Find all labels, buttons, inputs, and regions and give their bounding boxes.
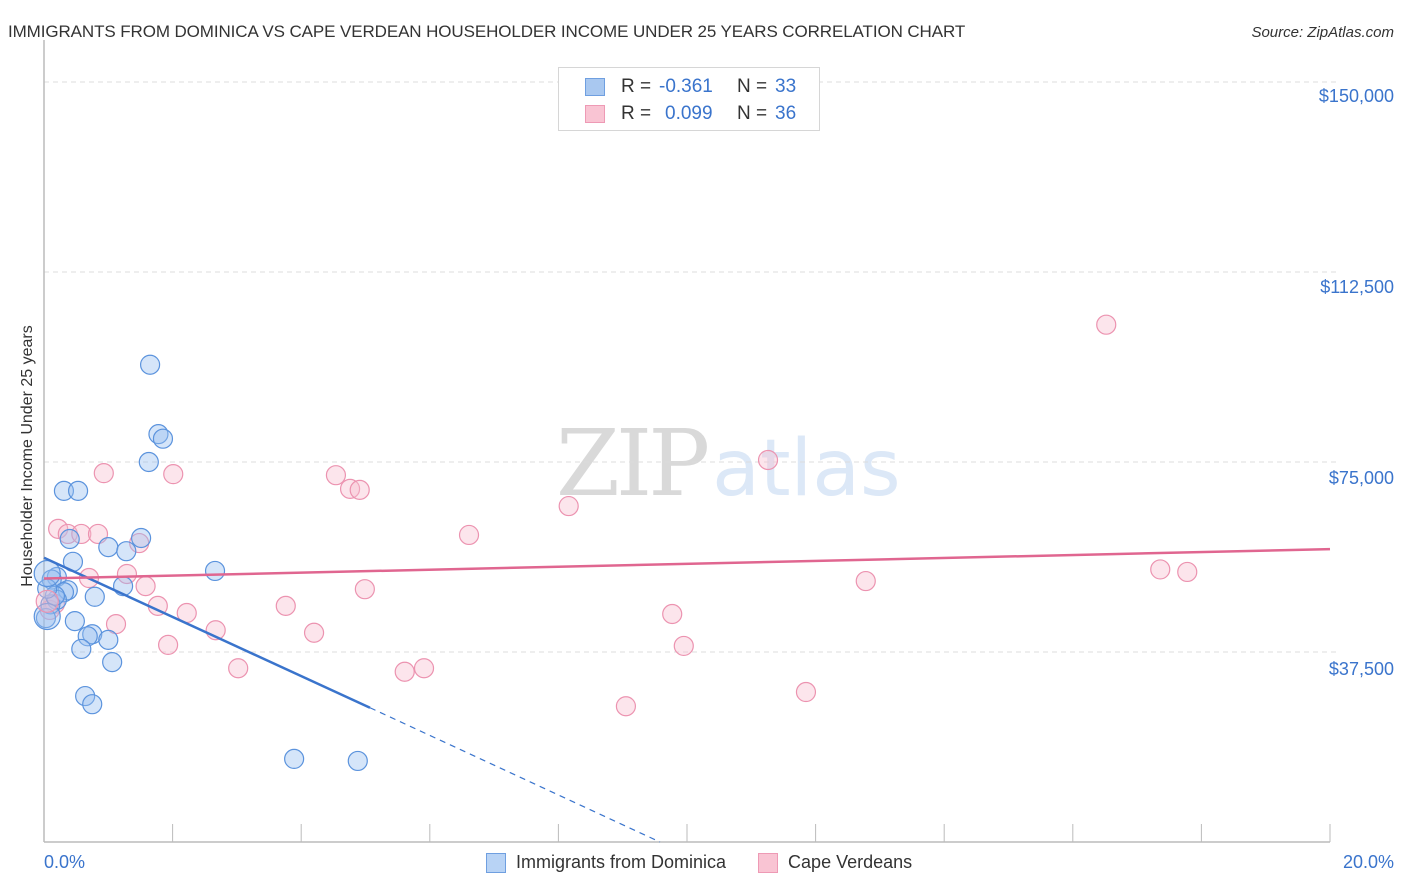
dominica-trend-line: [43, 556, 371, 709]
cape-verdean-point: [757, 449, 779, 471]
legend-row-cape-verdeans: R = 0.099 N = 36: [585, 102, 796, 126]
cape-verdean-point: [795, 681, 817, 703]
cape-verdean-point: [163, 464, 184, 485]
cape-verdean-point: [354, 579, 375, 600]
pink-swatch-icon: [758, 852, 779, 873]
dominica-point: [75, 685, 96, 707]
r-label: R =: [621, 103, 652, 124]
cape-verdean-point: [325, 465, 347, 486]
dominica-point: [82, 694, 103, 715]
cape-verdean-point: [228, 658, 249, 679]
legend-label-dominica: Immigrants from Dominica: [516, 852, 727, 872]
r-value: -0.361: [659, 76, 713, 97]
r-value: 0.099: [665, 103, 713, 124]
cape-verdean-point: [615, 696, 637, 717]
n-value: 36: [775, 103, 797, 124]
cape-verdean-point: [135, 576, 156, 597]
series-legend: Immigrants from Dominica Cape Verdeans: [486, 852, 944, 873]
n-label: N =: [737, 103, 768, 124]
dominica-point: [138, 451, 159, 473]
y-tick-37500: $37,500: [1328, 659, 1394, 679]
cape-verdean-point: [558, 495, 579, 517]
dominica-point: [84, 586, 105, 607]
legend-row-dominica: R = -0.361 N = 33: [585, 75, 796, 99]
dominica-point: [35, 607, 57, 629]
dominica-point: [284, 748, 305, 770]
blue-swatch-icon: [486, 852, 506, 873]
x-tick-0: 0.0%: [44, 852, 86, 872]
cape-verdean-point: [1096, 314, 1117, 335]
cape-verdean-point: [855, 570, 876, 592]
zipatlas-watermark: ZIPatlas: [556, 410, 901, 517]
cape-verdean-point: [413, 658, 435, 679]
dominica-point: [116, 541, 137, 562]
cape-verdean-point: [458, 524, 480, 546]
dominica-trend-extension: [369, 707, 661, 843]
n-value: 33: [775, 76, 797, 97]
source-label: Source: ZipAtlas.com: [1251, 24, 1394, 41]
blue-swatch-icon: [585, 78, 605, 96]
cape-verdean-point: [673, 635, 694, 657]
cape-verdean-point: [303, 622, 325, 643]
cape-verdean-point: [48, 518, 69, 539]
cape-verdean-point: [116, 563, 138, 585]
y-tick-150000: $150,000: [1318, 86, 1394, 106]
y-axis-label: Householder Income Under 25 years: [19, 325, 36, 587]
dominica-point: [204, 560, 226, 582]
cape-verdean-point: [662, 603, 683, 625]
dominica-point: [71, 638, 92, 660]
dominica-point: [98, 537, 119, 558]
cape-verdean-point: [93, 463, 114, 484]
watermark-zip: ZIP: [556, 410, 710, 517]
cape-verdean-point: [1177, 561, 1198, 583]
correlation-legend: R = -0.361 N = 33 R = 0.099 N = 36: [558, 67, 820, 131]
cape-verdean-point: [35, 589, 59, 613]
legend-item-dominica[interactable]: Immigrants from Dominica: [486, 852, 726, 873]
dominica-point: [98, 629, 119, 650]
pink-swatch-icon: [585, 105, 605, 123]
cape-verdean-point: [394, 661, 415, 682]
legend-label-cape-verdeans: Cape Verdeans: [788, 852, 913, 872]
cape-verdean-point: [275, 595, 296, 616]
n-label: N =: [737, 76, 768, 97]
cape-verdean-point: [1150, 559, 1171, 580]
cape-verdean-point: [157, 634, 179, 656]
legend-item-cape-verdeans[interactable]: Cape Verdeans: [758, 852, 912, 873]
dominica-point: [347, 750, 368, 772]
dominica-point: [152, 428, 174, 449]
r-label: R =: [621, 76, 652, 97]
chart-title: IMMIGRANTS FROM DOMINICA VS CAPE VERDEAN…: [8, 22, 966, 41]
dominica-point: [139, 354, 161, 375]
dominica-point: [77, 626, 98, 647]
dominica-point: [130, 527, 152, 549]
watermark-atlas: atlas: [712, 424, 901, 514]
cape-verdean-trend-line: [43, 547, 1331, 580]
dominica-point: [67, 480, 89, 501]
cape-verdean-point: [349, 479, 370, 500]
x-tick-20: 20.0%: [1342, 852, 1394, 872]
dominica-point: [59, 528, 80, 550]
y-tick-75000: $75,000: [1328, 468, 1394, 488]
dominica-point: [53, 480, 75, 501]
y-tick-112500: $112,500: [1320, 277, 1394, 297]
dominica-point: [102, 652, 123, 673]
cape-verdean-point: [71, 523, 92, 545]
dominica-point: [64, 610, 85, 632]
